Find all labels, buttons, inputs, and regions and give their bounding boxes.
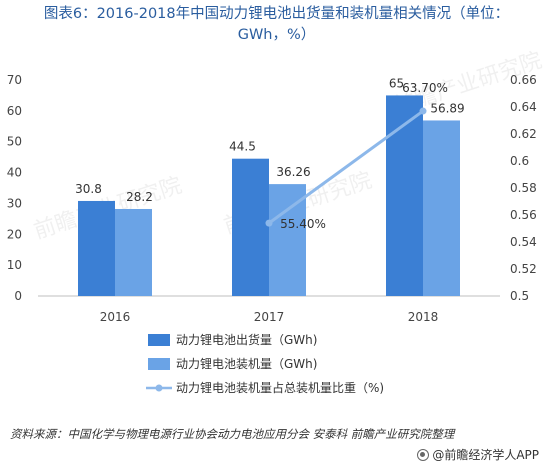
y-left-tick-label: 20	[7, 227, 22, 241]
legend-swatch	[148, 358, 170, 370]
y-left-tick-label: 50	[7, 135, 22, 149]
bars	[78, 95, 460, 297]
y-left-tick-label: 30	[7, 196, 22, 210]
data-labels: 30.8 44.5 65 28.2 36.26 56.89 55.40% 63.70%	[75, 76, 465, 231]
brand-text: @前瞻经济学人APP	[432, 448, 539, 462]
data-label: 65	[389, 76, 404, 90]
y-right-tick-label: 0.54	[510, 235, 537, 249]
bar-installed	[269, 184, 306, 296]
data-label: 44.5	[229, 140, 256, 154]
line-point	[265, 219, 273, 227]
y-left-tick-label: 10	[7, 258, 22, 272]
line-point	[419, 107, 427, 115]
brand-logo-icon	[417, 448, 430, 461]
legend-label: 动力锂电池出货量（GWh)	[176, 332, 317, 347]
y-right-tick-label: 0.52	[510, 262, 537, 276]
y-right-tick-label: 0.58	[510, 181, 537, 195]
data-label: 28.2	[126, 190, 153, 204]
x-tick-label: 2017	[254, 310, 285, 324]
axes: 0 10 20 30 40 50 60 70 0.5 0.52 0.54 0.56 0.58 0.6 0.6…	[7, 73, 537, 324]
data-label: 36.26	[276, 165, 310, 179]
legend-swatch	[148, 334, 170, 346]
chart: 前瞻产业研究院前瞻产业研究院前瞻产业研究院 0102030405060700.5…	[7, 48, 545, 395]
y-left-tick-label: 40	[7, 166, 22, 180]
data-label: 30.8	[75, 182, 102, 196]
line-share	[268, 109, 424, 225]
x-tick-label: 2018	[408, 310, 439, 324]
y-right-tick-label: 0.62	[510, 127, 537, 141]
legend-label: 动力锂电池装机量占总装机量比重（%)	[176, 380, 384, 395]
y-right-tick-label: 0.6	[510, 154, 529, 168]
line-data-label: 55.40%	[280, 217, 326, 231]
line-data-label: 63.70%	[402, 81, 448, 95]
data-label: 56.89	[430, 101, 464, 115]
y-left-tick-label: 60	[7, 104, 22, 118]
chart-title-line-2: GWh，%）	[237, 27, 316, 43]
y-right-tick-label: 0.66	[510, 73, 537, 87]
line-layer	[265, 107, 427, 227]
bar-shipment	[386, 95, 423, 296]
y-left-tick-label: 70	[7, 73, 22, 87]
brand: @前瞻经济学人APP	[417, 446, 539, 463]
legend: 动力锂电池出货量（GWh) 动力锂电池装机量（GWh) 动力锂电池装机量占总装机量比…	[146, 332, 384, 395]
x-tick-label: 2016	[100, 310, 131, 324]
bar-installed	[115, 208, 152, 296]
y-right-tick-label: 0.5	[510, 289, 529, 303]
legend-line-marker	[155, 384, 163, 392]
y-right-tick-label: 0.56	[510, 208, 537, 222]
legend-label: 动力锂电池装机量（GWh)	[176, 356, 317, 371]
bar-shipment	[78, 200, 115, 296]
y-left-tick-label: 0	[14, 289, 22, 303]
bar-installed	[423, 120, 460, 297]
chart-title-line-1: 图表6：2016-2018年中国动力锂电池出货量和装机量相关情况（单位：	[43, 6, 510, 22]
y-right-tick-label: 0.64	[510, 100, 537, 114]
source-note: 资料来源：中国化学与物理电源行业协会动力电池应用分会 安泰科 前瞻产业研究院整理	[10, 427, 455, 441]
bar-shipment	[232, 158, 269, 296]
chart-title: 图表6：2016-2018年中国动力锂电池出货量和装机量相关情况（单位： GWh…	[0, 4, 553, 46]
